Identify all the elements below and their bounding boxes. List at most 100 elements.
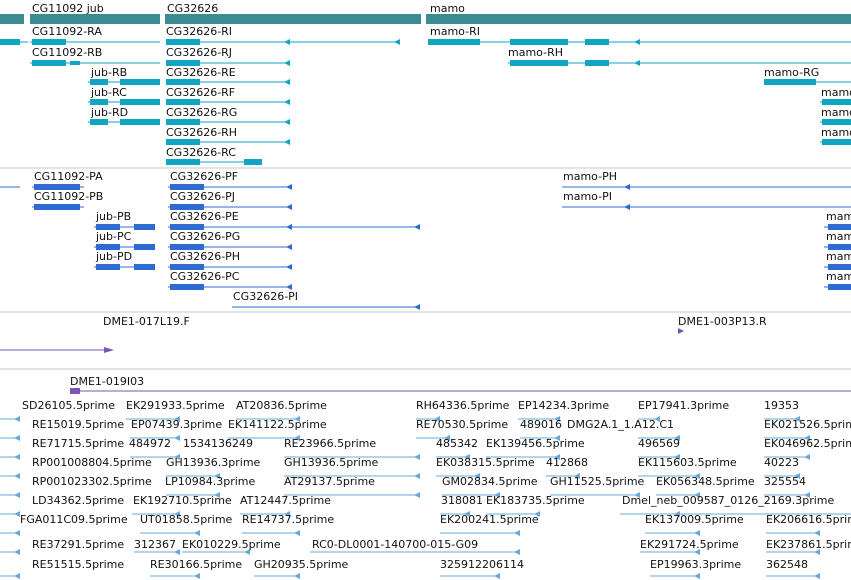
transcript-cutoff[interactable]: mamo bbox=[820, 126, 851, 145]
est-label[interactable]: EK010229.5prime bbox=[182, 538, 281, 551]
transcript-label[interactable]: CG32626-PH bbox=[170, 250, 240, 263]
transcript[interactable]: CG32626-PF bbox=[168, 170, 292, 190]
est-label[interactable]: SD26105.5prime bbox=[22, 399, 115, 412]
transcript-label[interactable]: CG32626-RG bbox=[166, 106, 237, 119]
transcript-label[interactable]: jub-RB bbox=[90, 66, 127, 79]
est-label[interactable]: EK291933.5prime bbox=[126, 399, 225, 412]
est-label[interactable]: RE14737.5prime bbox=[242, 513, 334, 526]
clone-feature[interactable]: DME1-017L19.F bbox=[0, 315, 190, 353]
transcript-label[interactable]: jub-PB bbox=[95, 210, 131, 223]
transcript[interactable]: mamo-RI bbox=[428, 25, 851, 45]
transcript-label[interactable]: CG32626-RC bbox=[166, 146, 236, 159]
transcript-label[interactable]: jub-PD bbox=[95, 250, 132, 263]
transcript[interactable]: CG11092-RB bbox=[30, 46, 160, 66]
est-label[interactable]: EK115603.5prime bbox=[638, 456, 737, 469]
transcript[interactable]: CG32626-RF bbox=[166, 86, 290, 105]
clone-label[interactable]: DME1-003P13.R bbox=[678, 315, 767, 328]
est-label[interactable]: EK206616.5prime bbox=[766, 513, 851, 526]
transcript[interactable]: mamo-RG bbox=[764, 66, 851, 85]
transcript-label[interactable]: mamo bbox=[821, 86, 851, 99]
est-label[interactable]: RE37291.5prime bbox=[32, 538, 124, 551]
est-label[interactable]: RE23966.5prime bbox=[284, 437, 376, 450]
est-label[interactable]: RP001023302.5prime bbox=[32, 475, 152, 488]
transcript-label[interactable]: jub-RD bbox=[90, 106, 128, 119]
est-label[interactable]: EP07439.3prime bbox=[131, 418, 222, 431]
transcript-cutoff[interactable]: mamo bbox=[820, 106, 851, 125]
est-label[interactable]: EK056348.5prime bbox=[656, 475, 755, 488]
est-label[interactable]: RE30166.5prime bbox=[150, 558, 242, 571]
transcript-label[interactable]: CG32626-PI bbox=[233, 290, 298, 303]
transcript-label[interactable]: CG32626-RE bbox=[166, 66, 236, 79]
est-label[interactable]: RE70530.5prime bbox=[416, 418, 508, 431]
transcript[interactable]: CG32626-PC bbox=[168, 270, 292, 290]
transcript[interactable]: CG32626-RJ bbox=[166, 46, 290, 66]
est-label[interactable]: FGA011C09.5prime bbox=[20, 513, 128, 526]
est-label[interactable]: EK139456.5prime bbox=[486, 437, 585, 450]
transcript[interactable]: jub-RD bbox=[88, 106, 160, 125]
transcript[interactable]: mamo-RH bbox=[508, 46, 851, 66]
est-label[interactable]: RH64336.5prime bbox=[416, 399, 510, 412]
transcript[interactable]: CG32626-RI bbox=[166, 25, 400, 45]
transcript-label[interactable]: CG32626-PE bbox=[170, 210, 239, 223]
transcript-label[interactable]: mam bbox=[826, 210, 851, 223]
transcript-label[interactable]: mamo-RI bbox=[430, 25, 480, 38]
transcript[interactable]: CG32626-RC bbox=[166, 146, 262, 165]
est-label[interactable]: EK192710.5prime bbox=[133, 494, 232, 507]
est-label[interactable]: EK021526.5prime bbox=[764, 418, 851, 431]
transcript-label[interactable]: CG11092-PA bbox=[34, 170, 103, 183]
transcript-label[interactable]: mamo bbox=[821, 126, 851, 139]
transcript[interactable]: CG32626-RH bbox=[166, 126, 290, 145]
transcript-label[interactable]: mamo-PI bbox=[563, 190, 612, 203]
transcript-cutoff[interactable]: mam bbox=[824, 210, 851, 230]
transcript-label[interactable]: CG32626-PF bbox=[170, 170, 238, 183]
est-label[interactable]: GH13936.5prime bbox=[284, 456, 379, 469]
est-label[interactable]: EK237861.5prime bbox=[766, 538, 851, 551]
transcript-label[interactable]: CG32626-RF bbox=[166, 86, 235, 99]
transcript[interactable]: CG32626-RE bbox=[166, 66, 290, 85]
gene-label[interactable]: CG32626 bbox=[167, 2, 218, 15]
transcript-label[interactable]: mamo-RG bbox=[764, 66, 819, 79]
transcript[interactable]: jub-RC bbox=[88, 86, 160, 105]
transcript-label[interactable]: mam bbox=[826, 250, 851, 263]
transcript[interactable]: CG32626-PH bbox=[168, 250, 292, 270]
transcript-label[interactable]: CG32626-RH bbox=[166, 126, 237, 139]
est-label[interactable]: EK137009.5prime bbox=[645, 513, 744, 526]
est-label[interactable]: EK200241.5prime bbox=[440, 513, 539, 526]
est-label[interactable]: 40223 bbox=[764, 456, 799, 469]
transcript-label[interactable]: mam bbox=[826, 270, 851, 283]
est-label[interactable]: EK038315.5prime bbox=[436, 456, 535, 469]
transcript[interactable]: jub-PB bbox=[94, 210, 155, 230]
est-label[interactable]: RP001008804.5prime bbox=[32, 456, 152, 469]
transcript[interactable]: jub-PC bbox=[94, 230, 155, 250]
transcript-label[interactable]: mamo bbox=[821, 106, 851, 119]
transcript-label[interactable]: mamo-RH bbox=[508, 46, 563, 59]
transcript-cutoff[interactable]: mam bbox=[824, 230, 851, 250]
est-label[interactable]: 1534136249 bbox=[183, 437, 253, 450]
est-label[interactable]: LP10984.3prime bbox=[165, 475, 256, 488]
est-label[interactable]: EK291724.5prime bbox=[640, 538, 739, 551]
est-label[interactable]: 318081 bbox=[441, 494, 483, 507]
est-label[interactable]: GH20935.5prime bbox=[254, 558, 349, 571]
est-label[interactable]: RC0-DL0001-140700-015-G09 bbox=[312, 538, 478, 551]
transcript[interactable]: mamo-PI bbox=[562, 190, 851, 210]
est-label[interactable]: GH11525.5prime bbox=[550, 475, 645, 488]
est-label[interactable]: EP17941.3prime bbox=[638, 399, 729, 412]
transcript[interactable]: jub-RB bbox=[88, 66, 160, 85]
est-label[interactable]: 325554 bbox=[764, 475, 806, 488]
est-label[interactable]: 485342 bbox=[436, 437, 478, 450]
transcript[interactable]: CG32626-RG bbox=[166, 106, 290, 125]
est-label[interactable]: UT01858.5prime bbox=[140, 513, 233, 526]
gene-bar[interactable] bbox=[426, 14, 851, 24]
transcript-label[interactable]: jub-RC bbox=[90, 86, 127, 99]
est-label[interactable]: EK046962.5prime bbox=[764, 437, 851, 450]
clone-feature[interactable]: DME1-019I03 bbox=[70, 375, 851, 394]
clone-feature[interactable]: DME1-003P13.R bbox=[678, 315, 767, 334]
est-label[interactable]: AT12447.5prime bbox=[240, 494, 331, 507]
est-label[interactable]: 489016 bbox=[520, 418, 562, 431]
clone-label[interactable]: DME1-017L19.F bbox=[103, 315, 190, 328]
est-label[interactable]: Dmel_neb_009587_0126_2169.3prime bbox=[622, 494, 834, 507]
transcript-cutoff[interactable]: mamo bbox=[820, 86, 851, 105]
transcript-label[interactable]: CG32626-PC bbox=[170, 270, 240, 283]
transcript-label[interactable]: CG11092-RA bbox=[32, 25, 102, 38]
est-label[interactable]: GM02834.5prime bbox=[442, 475, 538, 488]
